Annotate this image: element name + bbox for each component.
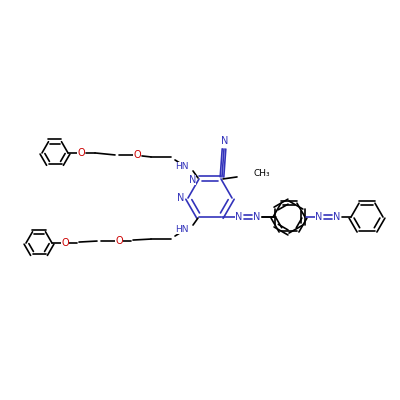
Text: O: O	[61, 238, 69, 248]
Text: O: O	[77, 148, 85, 158]
Text: N: N	[333, 212, 341, 222]
Text: CH₃: CH₃	[253, 170, 270, 178]
Text: N: N	[221, 136, 229, 146]
Text: O: O	[115, 236, 123, 246]
Text: N: N	[315, 212, 323, 222]
Text: HN: HN	[176, 162, 189, 172]
Text: N: N	[235, 212, 243, 222]
Text: HN: HN	[176, 224, 189, 234]
Text: N: N	[177, 193, 184, 203]
Text: O: O	[133, 150, 141, 160]
Text: N: N	[189, 175, 196, 185]
Text: N: N	[253, 212, 261, 222]
